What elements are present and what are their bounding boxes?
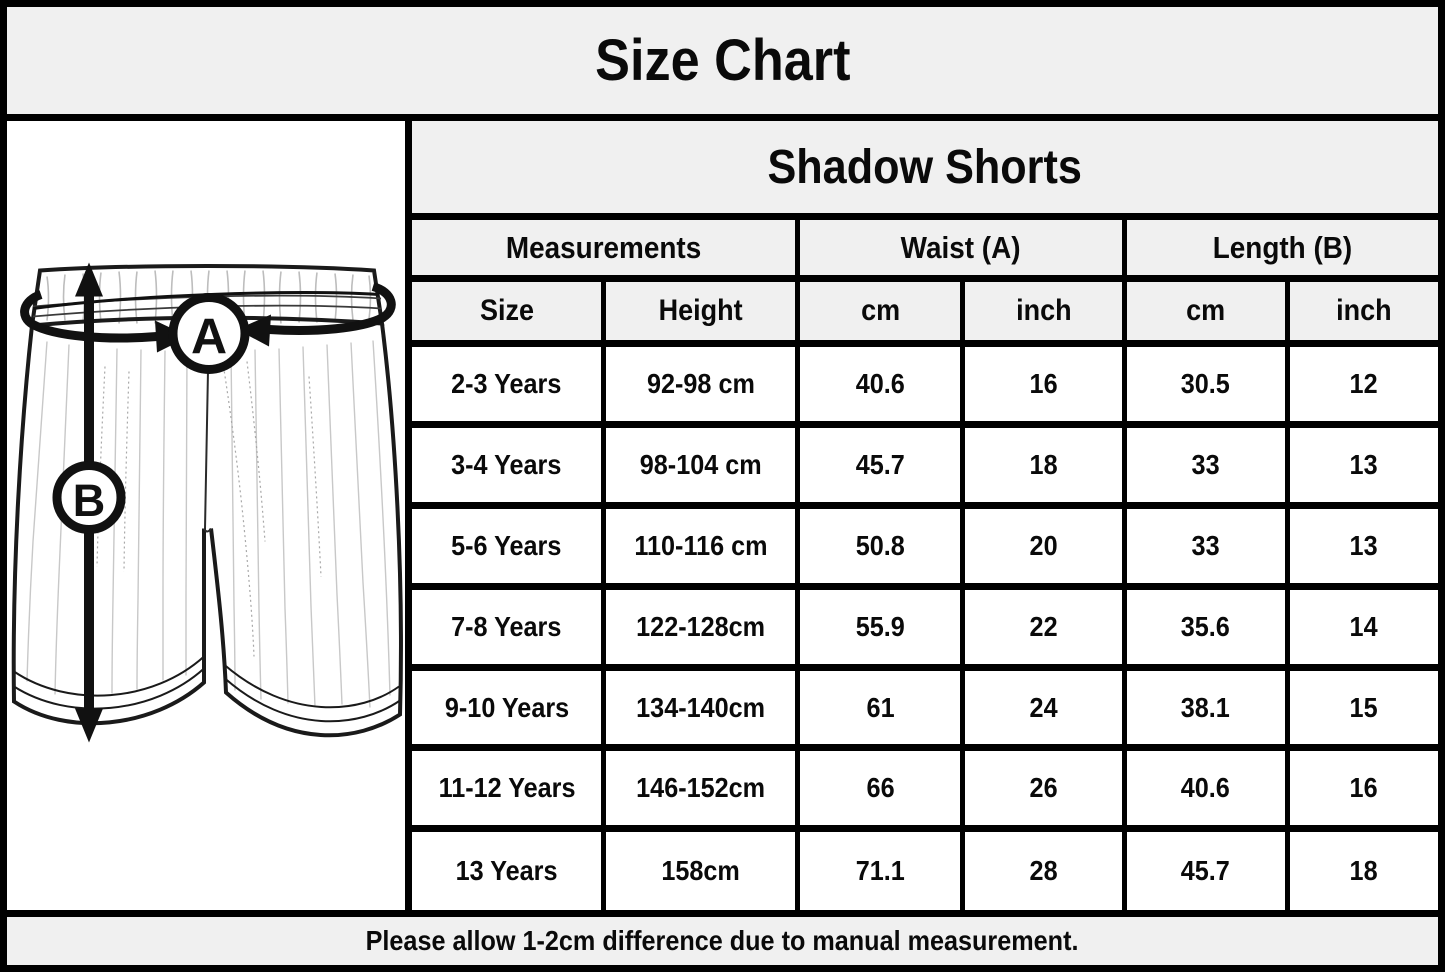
main-area: A B Shadow Shorts Measurements	[7, 121, 1438, 910]
cell-waist-inch: 20	[960, 501, 1127, 590]
cell-size: 2-3 Years	[412, 339, 607, 428]
shorts-diagram-panel: A B	[7, 121, 412, 910]
shorts-sketch-illustration: A B	[11, 262, 403, 743]
cell-length-cm: 45.7	[1121, 825, 1290, 910]
cell-length-inch: 18	[1284, 825, 1438, 910]
title-band: Size Chart	[7, 7, 1438, 121]
col-header-length-cm: cm	[1121, 275, 1290, 347]
left-hem-stitching	[13, 655, 205, 710]
table-row: 13 Years 158cm 71.1 28 45.7 18	[412, 825, 1438, 910]
cell-waist-inch: 24	[960, 663, 1127, 752]
cell-height: 122-128cm	[601, 582, 801, 671]
cell-waist-inch: 18	[960, 420, 1127, 509]
table-row: 5-6 Years 110-116 cm 50.8 20 33 13	[412, 501, 1438, 590]
cell-size: 7-8 Years	[412, 582, 607, 671]
cell-length-cm: 30.5	[1121, 339, 1290, 428]
cell-length-inch: 14	[1284, 582, 1438, 671]
footer-band: Please allow 1-2cm difference due to man…	[7, 910, 1438, 965]
measurement-disclaimer: Please allow 1-2cm difference due to man…	[366, 925, 1079, 956]
cell-length-inch: 13	[1284, 420, 1438, 509]
size-table-wrap: Shadow Shorts Measurements Waist (A) Len…	[412, 121, 1438, 910]
product-title: Shadow Shorts	[412, 121, 1438, 220]
cell-size: 13 Years	[412, 825, 607, 910]
col-header-waist-inch: inch	[960, 275, 1127, 347]
cell-length-cm: 38.1	[1121, 663, 1290, 752]
group-header-measurements: Measurements	[412, 212, 801, 283]
cell-waist-cm: 61	[795, 663, 966, 752]
right-hem-stitching	[223, 663, 401, 723]
cell-height: 158cm	[601, 825, 801, 910]
cell-height: 110-116 cm	[601, 501, 801, 590]
length-arrowhead-top	[75, 262, 103, 297]
group-header-length: Length (B)	[1121, 212, 1438, 283]
cell-length-cm: 35.6	[1121, 582, 1290, 671]
col-header-length-inch: inch	[1284, 275, 1438, 347]
cell-size: 3-4 Years	[412, 420, 607, 509]
cell-waist-cm: 50.8	[795, 501, 966, 590]
length-marker-circle	[52, 461, 126, 534]
fabric-shading	[96, 356, 322, 657]
cell-length-cm: 33	[1121, 420, 1290, 509]
cell-height: 146-152cm	[601, 744, 801, 833]
cell-waist-inch: 16	[960, 339, 1127, 428]
cell-waist-cm: 55.9	[795, 582, 966, 671]
cell-length-cm: 33	[1121, 501, 1290, 590]
cell-size: 9-10 Years	[412, 663, 607, 752]
waist-marker-label: A	[191, 309, 227, 365]
waist-arrow-front-left	[20, 290, 158, 343]
cell-waist-inch: 22	[960, 582, 1127, 671]
table-row: 3-4 Years 98-104 cm 45.7 18 33 13	[412, 420, 1438, 509]
center-seam-line	[203, 370, 212, 533]
col-header-size: Size	[412, 275, 607, 347]
table-row: 9-10 Years 134-140cm 61 24 38.1 15	[412, 663, 1438, 752]
length-marker-label: B	[73, 475, 106, 526]
cell-waist-cm: 66	[795, 744, 966, 833]
shorts-body-outline	[11, 323, 403, 738]
cell-waist-cm: 40.6	[795, 339, 966, 428]
group-header-row: Measurements Waist (A) Length (B)	[412, 212, 1438, 283]
table-row: 7-8 Years 122-128cm 55.9 22 35.6 14	[412, 582, 1438, 671]
cell-waist-inch: 26	[960, 744, 1127, 833]
waist-marker-circle	[168, 293, 250, 374]
cell-length-inch: 13	[1284, 501, 1438, 590]
cell-height: 92-98 cm	[601, 339, 801, 428]
col-header-height: Height	[601, 275, 801, 347]
col-header-waist-cm: cm	[795, 275, 966, 347]
cell-size: 5-6 Years	[412, 501, 607, 590]
cell-length-cm: 40.6	[1121, 744, 1290, 833]
table-row: 2-3 Years 92-98 cm 40.6 16 30.5 12	[412, 339, 1438, 428]
cell-size: 11-12 Years	[412, 744, 607, 833]
page-title: Size Chart	[594, 28, 851, 93]
length-arrowhead-bottom	[75, 708, 103, 743]
group-header-waist: Waist (A)	[795, 212, 1127, 283]
product-header-row: Shadow Shorts	[412, 121, 1438, 220]
waist-arrowhead-right	[237, 314, 271, 347]
cell-height: 134-140cm	[601, 663, 801, 752]
cell-length-inch: 15	[1284, 663, 1438, 752]
cell-waist-cm: 71.1	[795, 825, 966, 910]
cell-length-inch: 16	[1284, 744, 1438, 833]
cell-length-inch: 12	[1284, 339, 1438, 428]
fabric-fold-texture	[26, 340, 391, 708]
table-row: 11-12 Years 146-152cm 66 26 40.6 16	[412, 744, 1438, 833]
size-table: Shadow Shorts Measurements Waist (A) Len…	[412, 121, 1438, 910]
column-header-row: Size Height cm inch cm inch	[412, 275, 1438, 347]
cell-waist-inch: 28	[960, 825, 1127, 910]
waist-arrow-front-right	[268, 282, 396, 335]
cell-waist-cm: 45.7	[795, 420, 966, 509]
cell-height: 98-104 cm	[601, 420, 801, 509]
